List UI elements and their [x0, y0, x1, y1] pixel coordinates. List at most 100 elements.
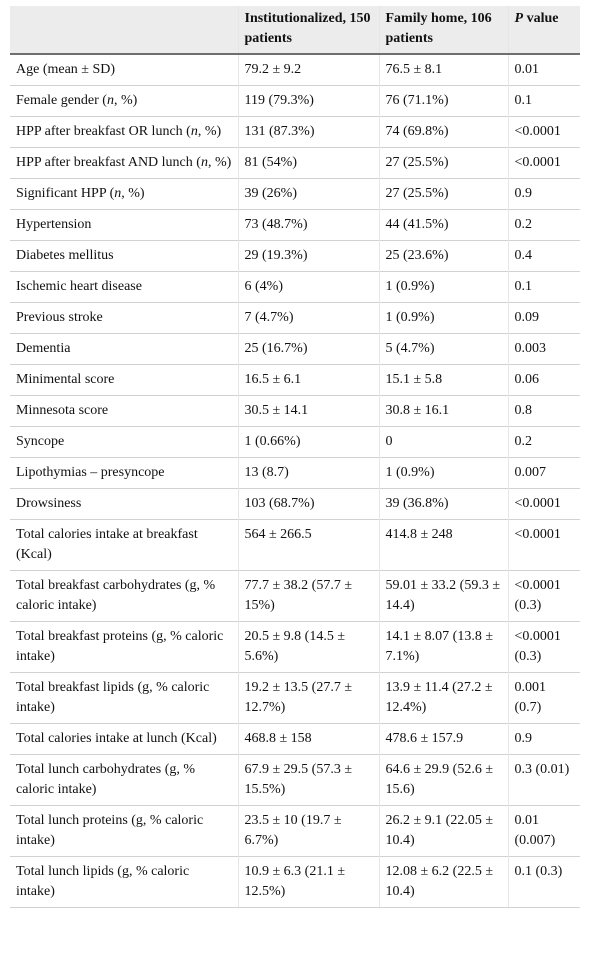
table-row: Total breakfast lipids (g, % caloric int… [10, 672, 580, 724]
institutionalized-value-cell: 103 (68.7%) [238, 488, 380, 520]
table-row: Total lunch lipids (g, % caloric intake)… [10, 856, 580, 908]
row-label-cell: Total breakfast lipids (g, % caloric int… [10, 672, 239, 724]
p-value-cell: 0.9 [508, 723, 580, 755]
table-body: Age (mean ± SD) 79.2 ± 9.2 76.5 ± 8.1 0.01 F… [10, 54, 580, 908]
family-home-value-cell: 13.9 ± 11.4 (27.2 ± 12.4%) [379, 672, 509, 724]
institutionalized-value-cell: 10.9 ± 6.3 (21.1 ± 12.5%) [238, 856, 380, 908]
family-home-value-cell: 12.08 ± 6.2 (22.5 ± 10.4) [379, 856, 509, 908]
row-label-cell: Total lunch carbohydrates (g, % caloric … [10, 754, 239, 806]
table-row: Total breakfast proteins (g, % caloric i… [10, 621, 580, 673]
p-value-cell: 0.9 [508, 178, 580, 210]
institutionalized-value-cell: 1 (0.66%) [238, 426, 380, 458]
institutionalized-value-cell: 119 (79.3%) [238, 85, 380, 117]
family-home-value-cell: 478.6 ± 157.9 [379, 723, 509, 755]
table-row: Female gender (n, %) 119 (79.3%) 76 (71.1%… [10, 85, 580, 117]
p-value-cell: 0.8 [508, 395, 580, 427]
row-label-cell: Female gender (n, %) [10, 85, 239, 117]
table-row: Significant HPP (n, %) 39 (26%) 27 (25.5%)… [10, 178, 580, 210]
family-home-value-cell: 0 [379, 426, 509, 458]
row-label-cell: Drowsiness [10, 488, 239, 520]
row-label-cell: Ischemic heart disease [10, 271, 239, 303]
p-value-cell: 0.09 [508, 302, 580, 334]
family-home-value-cell: 59.01 ± 33.2 (59.3 ± 14.4) [379, 570, 509, 622]
table-row: Dementia 25 (16.7%) 5 (4.7%) 0.003 [10, 333, 580, 365]
institutionalized-value-cell: 77.7 ± 38.2 (57.7 ± 15%) [238, 570, 380, 622]
institutionalized-value-cell: 13 (8.7) [238, 457, 380, 489]
header-variable [10, 6, 239, 55]
header-row: Institutionalized, 150 patients Family h… [10, 6, 580, 55]
institutionalized-value-cell: 81 (54%) [238, 147, 380, 179]
p-value-cell: 0.01 [514, 62, 540, 77]
institutionalized-value-cell: 25 (16.7%) [238, 333, 380, 365]
table-row: Total calories intake at lunch (Kcal) 468… [10, 723, 580, 755]
institutionalized-value-cell: 16.5 ± 6.1 [238, 364, 380, 396]
p-value-cell: 0.2 [508, 426, 580, 458]
row-label-cell: Hypertension [10, 209, 239, 241]
institutionalized-value-cell: 19.2 ± 13.5 (27.7 ± 12.7%) [238, 672, 380, 724]
institutionalized-value-cell: 39 (26%) [238, 178, 380, 210]
institutionalized-value-cell: 73 (48.7%) [238, 209, 380, 241]
header-institutionalized: Institutionalized, 150 patients [238, 6, 380, 55]
institutionalized-value-cell: 23.5 ± 10 (19.7 ± 6.7%) [238, 805, 380, 857]
family-home-value-cell: 64.6 ± 29.9 (52.6 ± 15.6) [379, 754, 509, 806]
table-row: Age (mean ± SD) 79.2 ± 9.2 76.5 ± 8.1 0.01 [10, 54, 580, 86]
family-home-value-cell: 76 (71.1%) [379, 85, 509, 117]
table-row: Total lunch proteins (g, % caloric intak… [10, 805, 580, 857]
row-label-cell: HPP after breakfast OR lunch (n, %) [10, 116, 239, 148]
table-row: Total lunch carbohydrates (g, % caloric … [10, 754, 580, 806]
row-label-cell: Dementia [10, 333, 239, 365]
row-label-cell: Total calories intake at lunch (Kcal) [10, 723, 239, 755]
row-label-cell: Previous stroke [10, 302, 239, 334]
row-label-cell: Minnesota score [10, 395, 239, 427]
institutionalized-value-cell: 29 (19.3%) [238, 240, 380, 272]
row-label-cell: Diabetes mellitus [10, 240, 239, 272]
family-home-value-cell: 27 (25.5%) [379, 178, 509, 210]
p-value-text: value [523, 11, 559, 26]
row-label-cell: Total lunch proteins (g, % caloric intak… [10, 805, 239, 857]
p-value-cell: <0.0001 (0.3) [508, 621, 580, 673]
p-value-cell: 0.007 [508, 457, 580, 489]
p-value-cell: <0.0001 [508, 519, 580, 571]
table-row: Ischemic heart disease 6 (4%) 1 (0.9%) 0.1 [10, 271, 580, 303]
table-row: Previous stroke 7 (4.7%) 1 (0.9%) 0.09 [10, 302, 580, 334]
table-row: Diabetes mellitus 29 (19.3%) 25 (23.6%) 0.4 [10, 240, 580, 272]
table-row: Minimental score 16.5 ± 6.1 15.1 ± 5.8 0.06 [10, 364, 580, 396]
table-row: Total breakfast carbohydrates (g, % calo… [10, 570, 580, 622]
family-home-value-cell: 39 (36.8%) [379, 488, 509, 520]
institutionalized-value-cell: 564 ± 266.5 [238, 519, 380, 571]
p-value-cell: 0.2 [508, 209, 580, 241]
p-value-cell: 0.1 (0.3) [508, 856, 580, 908]
p-value-cell: <0.0001 [508, 488, 580, 520]
row-label-cell: Syncope [10, 426, 239, 458]
row-label-cell: Total lunch lipids (g, % caloric intake) [10, 856, 239, 908]
table-row: Syncope 1 (0.66%) 0 0.2 [10, 426, 580, 458]
p-value-cell: 0.3 (0.01) [508, 754, 580, 806]
family-home-value-cell: 1 (0.9%) [379, 271, 509, 303]
row-label-cell: Significant HPP (n, %) [10, 178, 239, 210]
table-row: Lipothymias – presyncope 13 (8.7) 1 (0.9%)… [10, 457, 580, 489]
row-label-cell: Total breakfast carbohydrates (g, % calo… [10, 570, 239, 622]
table-header: Institutionalized, 150 patients Family h… [10, 6, 580, 55]
p-symbol: P [514, 11, 524, 26]
family-home-value-cell: 1 (0.9%) [379, 457, 509, 489]
table-row: HPP after breakfast AND lunch (n, %) 81 (… [10, 147, 580, 179]
institutionalized-value-cell: 468.8 ± 158 [238, 723, 380, 755]
row-label-cell: Total breakfast proteins (g, % caloric i… [10, 621, 239, 673]
p-value-cell: 0.06 [508, 364, 580, 396]
table-container: Institutionalized, 150 patients Family h… [10, 6, 580, 908]
family-home-value-cell: 1 (0.9%) [379, 302, 509, 334]
institutionalized-value-cell: 6 (4%) [238, 271, 380, 303]
family-home-value-cell: 15.1 ± 5.8 [379, 364, 509, 396]
table-row: Total calories intake at breakfast (Kcal… [10, 519, 580, 571]
family-home-value-cell: 27 (25.5%) [379, 147, 509, 179]
table-row: Drowsiness 103 (68.7%) 39 (36.8%) <0.0001 [10, 488, 580, 520]
family-home-value-cell: 74 (69.8%) [379, 116, 509, 148]
institutionalized-value-cell: 79.2 ± 9.2 [238, 54, 380, 86]
row-label-cell: Lipothymias – presyncope [10, 457, 239, 489]
p-value-cell: 0.1 [508, 271, 580, 303]
institutionalized-value-cell: 20.5 ± 9.8 (14.5 ± 5.6%) [238, 621, 380, 673]
row-label-cell: HPP after breakfast AND lunch (n, %) [10, 147, 239, 179]
family-home-value-cell: 26.2 ± 9.1 (22.05 ± 10.4) [379, 805, 509, 857]
p-value-cell: <0.0001 (0.3) [508, 570, 580, 622]
comparison-table: Institutionalized, 150 patients Family h… [10, 6, 580, 908]
